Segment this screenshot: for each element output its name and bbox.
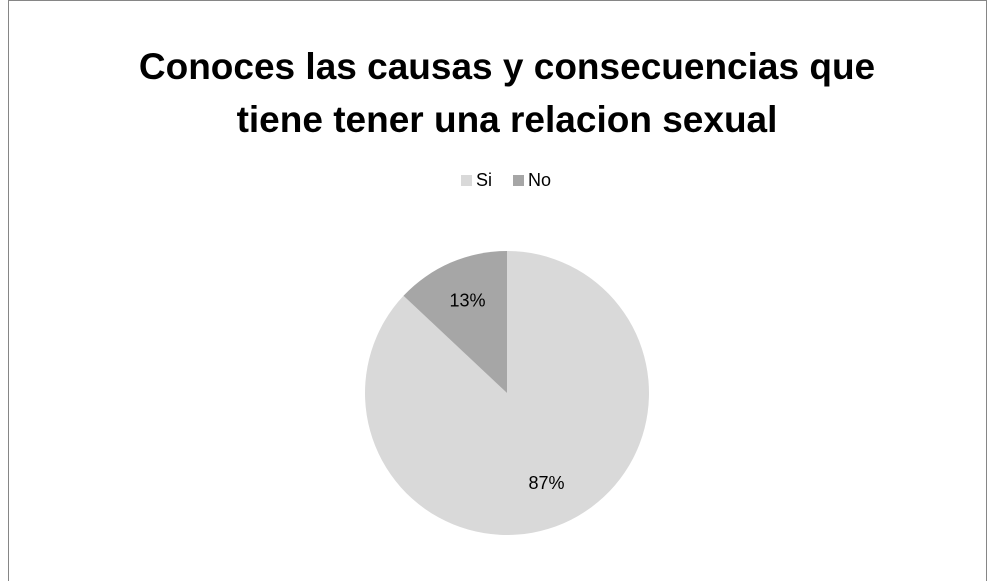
legend-swatch [513,175,524,186]
data-label: 13% [450,291,486,311]
pie-slice [403,251,507,393]
chart-title: Conoces las causas y consecuencias que t… [138,46,876,140]
legend-label: No [528,170,551,190]
legend-swatch [461,175,472,186]
data-label: 87% [528,473,564,493]
chart-border [8,0,987,581]
pie-slice [365,251,650,535]
legend-label: Si [476,170,492,190]
